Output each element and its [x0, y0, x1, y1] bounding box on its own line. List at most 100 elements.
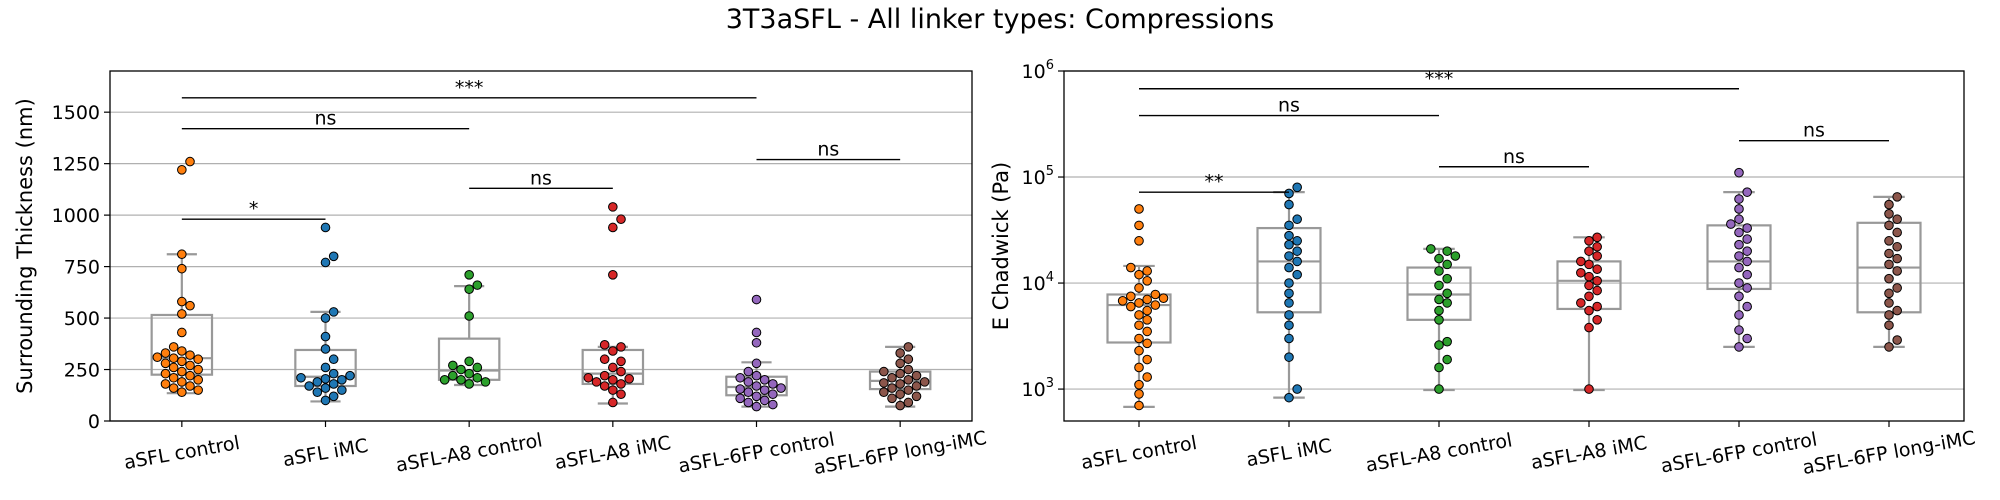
significance-label: *	[249, 198, 259, 220]
data-point	[1284, 251, 1294, 261]
data-point	[1734, 291, 1744, 302]
data-point	[1884, 236, 1894, 246]
data-point	[1592, 241, 1602, 252]
data-point	[1884, 310, 1894, 320]
data-point	[1734, 325, 1744, 335]
data-point	[177, 165, 187, 175]
data-point	[1592, 315, 1602, 325]
data-point	[472, 280, 483, 290]
data-point	[1884, 220, 1894, 231]
data-point	[1142, 354, 1152, 365]
data-point	[185, 300, 195, 311]
data-point	[743, 397, 754, 408]
data-point	[177, 309, 187, 319]
data-point	[1284, 239, 1294, 250]
figure-title: 3T3aSFL - All linker types: Compressions	[725, 4, 1275, 35]
data-point	[903, 364, 914, 375]
data-point	[1134, 379, 1144, 390]
data-point	[177, 387, 187, 397]
data-point	[320, 362, 331, 373]
data-point	[320, 373, 331, 384]
data-point	[1734, 204, 1744, 214]
data-point	[608, 385, 618, 395]
data-point	[193, 385, 203, 395]
data-point	[1126, 301, 1136, 312]
data-point	[345, 370, 355, 381]
data-point	[1442, 259, 1452, 270]
data-point	[751, 358, 762, 369]
y-tick-label: 0	[88, 411, 100, 433]
data-point	[1576, 298, 1586, 308]
data-point	[735, 372, 745, 383]
data-point	[583, 372, 594, 383]
x-tick-label: aSFL-6FP long-iMC	[1801, 427, 1977, 479]
data-point	[177, 249, 187, 260]
data-point	[1284, 392, 1294, 403]
data-point	[185, 350, 195, 360]
data-point	[1734, 310, 1744, 320]
data-point	[1742, 187, 1752, 197]
data-point	[1284, 310, 1294, 320]
y-tick-label: 1000	[52, 205, 100, 227]
data-point	[1150, 300, 1161, 310]
data-point	[160, 358, 171, 369]
data-point	[1158, 293, 1169, 303]
data-point	[1584, 305, 1594, 316]
data-point	[1292, 269, 1302, 280]
data-point	[1284, 262, 1294, 273]
data-point	[1284, 188, 1294, 199]
data-point	[751, 401, 762, 412]
data-point	[895, 368, 905, 379]
data-point	[1434, 253, 1444, 264]
data-point	[1134, 400, 1144, 411]
data-point	[1292, 182, 1302, 193]
significance-label: ns	[530, 167, 552, 189]
data-point	[759, 385, 770, 395]
y-tick-label: 750	[64, 257, 100, 279]
x-tick-label: aSFL-A8 control	[394, 429, 544, 476]
data-point	[616, 356, 626, 367]
data-point	[895, 400, 905, 411]
data-point	[895, 379, 905, 389]
data-point	[1134, 236, 1144, 246]
data-point	[1592, 276, 1602, 286]
data-point	[1884, 288, 1894, 299]
x-tick-label: aSFL-A8 control	[1364, 429, 1514, 476]
data-point	[1892, 192, 1902, 202]
data-point	[1284, 230, 1294, 241]
data-point	[1284, 288, 1294, 299]
data-point	[177, 366, 187, 377]
data-point	[464, 368, 474, 379]
data-point	[887, 393, 897, 404]
data-point	[160, 348, 171, 358]
data-point	[472, 372, 483, 383]
data-point	[591, 377, 602, 387]
data-point	[312, 387, 323, 397]
data-point	[193, 354, 203, 365]
data-point	[903, 375, 914, 385]
data-point	[1292, 236, 1302, 246]
data-point	[599, 354, 610, 365]
data-point	[1592, 301, 1602, 312]
data-point	[1134, 204, 1144, 214]
data-point	[768, 389, 778, 400]
data-point	[616, 379, 626, 389]
y-tick-label: 500	[64, 308, 100, 330]
data-point	[1734, 214, 1744, 225]
data-point	[464, 379, 474, 389]
data-point	[1450, 251, 1461, 261]
data-point	[1742, 234, 1752, 244]
data-point	[1892, 335, 1902, 345]
data-point	[1284, 298, 1294, 308]
y-tick-label: 103	[1022, 376, 1054, 401]
data-point	[1442, 298, 1452, 308]
data-point	[895, 358, 905, 369]
data-point	[1292, 256, 1302, 267]
data-point	[1134, 389, 1144, 399]
data-point	[735, 384, 745, 394]
data-point	[1142, 326, 1152, 337]
data-point	[751, 391, 762, 402]
data-point	[1742, 301, 1752, 312]
data-point	[919, 377, 930, 387]
data-point	[177, 356, 187, 367]
